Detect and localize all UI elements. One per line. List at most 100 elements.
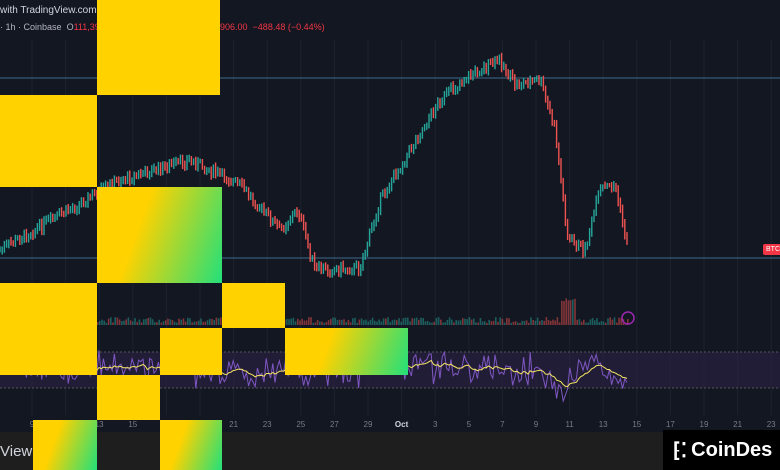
volume-bar <box>459 320 462 325</box>
volume-bar <box>576 319 578 325</box>
volume-bar <box>431 322 433 325</box>
x-axis-label: 9 <box>533 420 539 429</box>
volume-bar <box>521 320 523 325</box>
volume-bar <box>217 318 220 325</box>
volume-bar <box>288 319 290 325</box>
x-axis-label: 11 <box>565 420 574 429</box>
volume-bar <box>470 319 473 325</box>
volume-bar <box>530 317 532 325</box>
x-axis-label: 5 <box>466 420 472 429</box>
volume-bar <box>301 318 303 325</box>
x-axis-label: 15 <box>128 420 138 429</box>
volume-bar <box>286 318 288 325</box>
volume-bar <box>327 320 330 325</box>
volume-bar <box>523 320 526 325</box>
volume-bar <box>176 322 178 325</box>
volume-bar <box>180 319 182 325</box>
volume-bar <box>154 322 156 325</box>
volume-bar <box>468 317 471 325</box>
volume-bar <box>138 319 141 325</box>
volume-bar <box>569 300 572 325</box>
volume-bar <box>136 322 138 325</box>
volume-bar <box>151 319 154 325</box>
volume-bar <box>457 320 460 325</box>
volume-bar <box>499 317 501 325</box>
volume-bar <box>391 320 394 325</box>
volume-bar <box>484 321 486 325</box>
volume-bar <box>345 322 347 325</box>
volume-bar <box>611 319 614 325</box>
volume-bar <box>195 321 198 325</box>
volume-bar <box>336 319 339 325</box>
volume-bar <box>171 320 174 325</box>
x-axis-label: 25 <box>296 420 306 429</box>
volume-bar <box>415 317 418 325</box>
volume-bar <box>466 319 468 325</box>
volume-bar <box>334 317 336 325</box>
volume-bar <box>453 322 455 325</box>
volume-bar <box>200 318 202 325</box>
volume-bar <box>462 318 464 325</box>
volume-bar <box>121 320 123 325</box>
volume-bar <box>220 317 222 325</box>
volume-bar <box>103 320 105 325</box>
volume-bar <box>310 317 312 325</box>
volume-bar <box>396 320 398 325</box>
x-axis-label: 21 <box>229 420 239 429</box>
volume-bar <box>435 318 438 325</box>
volume-bar <box>455 320 457 325</box>
volume-bar <box>204 321 207 325</box>
volume-bar <box>308 317 310 325</box>
volume-bar <box>198 320 200 325</box>
volume-bar <box>475 322 477 325</box>
volume-bar <box>213 319 215 325</box>
volume-bar <box>541 319 543 325</box>
volume-bar <box>495 317 497 325</box>
x-axis-label: 23 <box>262 420 272 429</box>
volume-bar <box>206 320 209 325</box>
x-axis-label: 27 <box>329 420 339 429</box>
volume-bar <box>442 322 444 325</box>
volume-bar <box>514 321 517 325</box>
volume-bar <box>613 317 616 325</box>
volume-bar <box>510 322 512 325</box>
x-axis-label: 9 <box>29 420 35 429</box>
volume-bar <box>589 319 592 325</box>
coindesk-logo: ⁅⁚ CoinDes <box>663 430 780 470</box>
chart-title: with TradingView.com, Oct <box>0 5 118 16</box>
volume-bar <box>418 319 420 325</box>
volume-bar <box>369 319 372 325</box>
volume-bar <box>444 322 446 325</box>
volume-bar <box>96 322 99 325</box>
volume-bar <box>574 298 576 325</box>
x-axis-label: 21 <box>733 420 743 429</box>
volume-bar <box>561 300 563 325</box>
volume-bar <box>107 318 110 325</box>
volume-bar <box>534 320 537 325</box>
volume-bar <box>605 322 607 325</box>
volume-bar <box>110 317 112 325</box>
volume-bar <box>147 317 149 325</box>
volume-bar <box>437 317 440 325</box>
volume-bar <box>189 318 191 325</box>
volume-bar <box>402 318 405 325</box>
volume-bar <box>202 321 204 325</box>
volume-bar <box>543 320 545 325</box>
volume-bar <box>545 317 548 325</box>
volume-bar <box>479 318 482 325</box>
event-flash-icon <box>621 311 635 325</box>
volume-bar <box>360 318 363 325</box>
volume-bar <box>356 322 358 325</box>
x-axis-label: 29 <box>363 420 373 429</box>
volume-bar <box>600 321 603 325</box>
volume-bar <box>451 319 453 325</box>
volume-bar <box>550 320 552 325</box>
volume-bar <box>184 321 187 325</box>
coindesk-icon: ⁅⁚ <box>673 439 688 462</box>
volume-bar <box>294 321 297 325</box>
volume-bar <box>404 317 407 325</box>
volume-bar <box>506 317 508 325</box>
volume-bar <box>627 319 629 325</box>
volume-bar <box>490 321 493 325</box>
volume-bar <box>99 321 101 325</box>
